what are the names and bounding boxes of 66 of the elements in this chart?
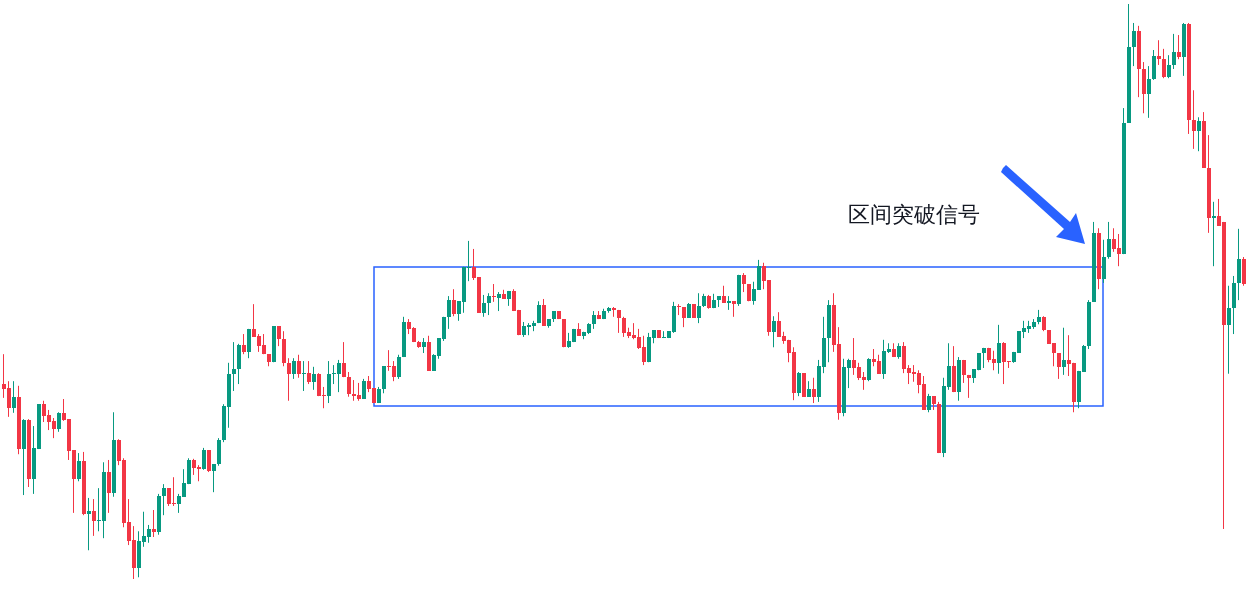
candlestick [1101, 239, 1106, 284]
candlestick [91, 498, 96, 537]
candlestick [741, 272, 746, 293]
candlestick [1226, 285, 1231, 375]
candlestick [341, 341, 346, 378]
candlestick [1061, 327, 1066, 376]
candlestick [51, 417, 56, 439]
candlestick [1056, 352, 1061, 380]
candlestick [1191, 89, 1196, 150]
candlestick [301, 360, 306, 392]
candlestick [346, 371, 351, 398]
candlestick [1151, 49, 1156, 81]
candlestick [451, 288, 456, 317]
candlestick [771, 315, 776, 348]
candlestick [11, 380, 16, 414]
candlestick [396, 354, 401, 380]
candlestick [391, 360, 396, 382]
candlestick [696, 292, 701, 324]
candlestick [1116, 233, 1121, 267]
candlestick [1106, 221, 1111, 260]
candlestick [286, 357, 291, 402]
candlestick [926, 393, 931, 413]
candlestick [151, 509, 156, 538]
candlestick [296, 354, 301, 379]
candlestick [281, 330, 286, 367]
candlestick [1131, 22, 1136, 67]
candlestick [641, 335, 646, 366]
candlestick [76, 452, 81, 482]
candlestick [446, 295, 451, 330]
candlestick [811, 377, 816, 404]
candlestick [336, 359, 341, 393]
candlestick [486, 292, 491, 316]
candlestick [1166, 54, 1171, 79]
candlestick [326, 360, 331, 404]
candlestick [996, 324, 1001, 375]
candlestick [866, 357, 871, 382]
candlestick [246, 328, 251, 359]
candlestick [86, 497, 91, 551]
candlestick [276, 325, 281, 347]
candlestick [211, 463, 216, 493]
candlestick [496, 291, 501, 312]
candlestick [1171, 33, 1176, 70]
candlestick [541, 298, 546, 327]
candlestick [311, 366, 316, 391]
candlestick [991, 350, 996, 371]
candlestick [241, 333, 246, 355]
candlestick [796, 371, 801, 397]
candlestick [1211, 201, 1216, 267]
candlestick [1146, 65, 1151, 119]
candlestick [56, 411, 61, 433]
candlestick [201, 447, 206, 471]
candlestick [381, 365, 386, 394]
candlestick [106, 459, 111, 514]
candlestick [291, 357, 296, 380]
candlestick [481, 294, 486, 318]
candlestick [1161, 48, 1166, 79]
candlestick [1196, 116, 1201, 152]
candlestick [231, 341, 236, 392]
candlestick [161, 483, 166, 516]
candlestick [876, 354, 881, 375]
candlestick [206, 449, 211, 473]
annotation: 区间突破信号 [848, 202, 980, 227]
candlestick [306, 360, 311, 385]
candlestick [681, 306, 686, 328]
candlestick [6, 380, 11, 418]
candlestick [1176, 34, 1181, 60]
